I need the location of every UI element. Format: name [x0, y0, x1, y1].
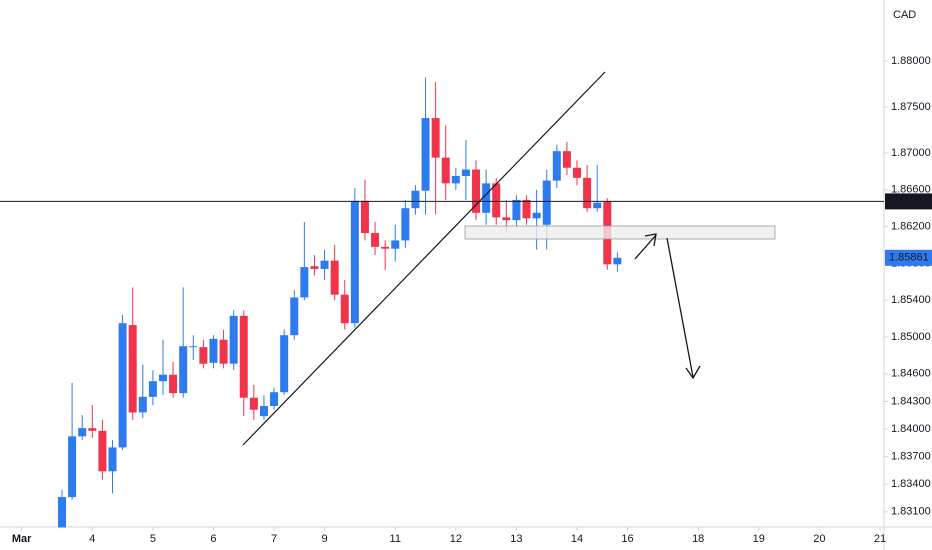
- x-tick-label: 21: [874, 533, 886, 545]
- candle-body: [259, 406, 268, 417]
- x-tick-label: 5: [150, 533, 156, 545]
- zone: [464, 225, 776, 240]
- x-tick-label: 20: [813, 533, 825, 545]
- candle-body: [411, 190, 420, 209]
- candle-body: [108, 447, 117, 472]
- x-tick-label: 18: [692, 533, 704, 545]
- candle-body: [88, 428, 97, 431]
- candle-body: [340, 294, 349, 324]
- candle-body: [229, 315, 238, 364]
- candle-body: [118, 323, 127, 448]
- candle-body: [360, 200, 369, 234]
- candle-body: [381, 246, 390, 249]
- candle-body: [290, 297, 299, 336]
- candle-body: [98, 430, 107, 472]
- x-tick-label: 7: [271, 533, 277, 545]
- arrow-head: [685, 365, 701, 380]
- y-tick-label: 1.87000: [891, 147, 931, 159]
- candle-body: [391, 240, 400, 249]
- x-tick-label: 12: [450, 533, 462, 545]
- candle-body: [371, 233, 380, 247]
- x-tick-label: 6: [210, 533, 216, 545]
- candle-body: [128, 325, 137, 413]
- candle-body: [542, 180, 551, 225]
- candle-body: [512, 199, 521, 221]
- candle-body: [300, 267, 309, 298]
- candle-body: [522, 199, 531, 219]
- candle-body: [593, 202, 602, 209]
- trend-line: [242, 71, 606, 446]
- x-tick-label: 16: [621, 533, 633, 545]
- arrow-head: [644, 233, 657, 247]
- candle-body: [532, 212, 541, 219]
- candle-body: [148, 381, 157, 397]
- x-tick-label: 14: [571, 533, 583, 545]
- candle-body: [138, 396, 147, 413]
- candle-body: [401, 208, 410, 241]
- candle-body: [562, 151, 571, 168]
- candle-body: [583, 177, 592, 209]
- y-tick-label: 1.88000: [891, 55, 931, 67]
- x-tick-label: 13: [510, 533, 522, 545]
- y-tick-label: 1.83400: [891, 478, 931, 490]
- x-tick-label: 19: [753, 533, 765, 545]
- candle-body: [249, 397, 258, 410]
- candle-body: [280, 335, 289, 393]
- y-tick-label: 1.84600: [891, 368, 931, 380]
- candle-body: [431, 118, 440, 158]
- price-line-label: 1.86474: [889, 195, 929, 207]
- candle-body: [441, 157, 450, 184]
- arrow-down: [666, 237, 694, 378]
- y-tick-label: 1.85400: [891, 294, 931, 306]
- candle-body: [310, 266, 319, 269]
- candle-body: [350, 200, 359, 324]
- y-tick-label: 1.84000: [891, 423, 931, 435]
- candle-body: [320, 260, 329, 269]
- last-price-tag: [885, 249, 932, 266]
- candle-body: [158, 374, 167, 382]
- x-tick-label: Mar: [12, 533, 32, 545]
- candle-body: [189, 346, 198, 348]
- candle-body: [270, 392, 279, 407]
- candle-body: [58, 497, 67, 528]
- candle-body: [330, 260, 339, 295]
- candle-body: [169, 374, 178, 394]
- arrow-up: [634, 234, 657, 260]
- candle-body: [502, 217, 511, 221]
- candle-body: [461, 169, 470, 177]
- candle-body: [239, 315, 248, 398]
- candle-body: [199, 347, 208, 364]
- candle-body: [492, 183, 501, 218]
- x-tick-label: 9: [321, 533, 327, 545]
- candle-body: [219, 339, 228, 364]
- drawings: [242, 71, 776, 446]
- x-tick-label: 11: [390, 533, 401, 545]
- currency-label: CAD: [893, 9, 916, 21]
- y-tick-label: 1.87500: [891, 101, 931, 113]
- x-tick-label: 4: [89, 533, 95, 545]
- candle-body: [78, 428, 87, 437]
- candle-body: [68, 436, 77, 498]
- candle-body: [472, 169, 481, 213]
- y-tick-label: 1.86200: [891, 221, 931, 233]
- candle-body: [552, 151, 561, 181]
- candle-body: [209, 338, 218, 363]
- y-tick-label: 1.86600: [891, 184, 931, 196]
- price-line-tag: [885, 193, 932, 210]
- candle-body: [179, 346, 188, 394]
- y-tick-label: 1.83700: [891, 451, 931, 463]
- candle-body: [451, 176, 460, 184]
- last-price-label: 1.85861: [889, 252, 929, 264]
- candle-body: [421, 118, 430, 191]
- candle-body: [613, 257, 622, 265]
- candle-body: [482, 183, 491, 213]
- y-tick-label: 1.85000: [891, 331, 931, 343]
- y-tick-label: 1.84300: [891, 395, 931, 407]
- y-tick-label: 1.83100: [891, 506, 931, 518]
- candle-body: [573, 167, 582, 178]
